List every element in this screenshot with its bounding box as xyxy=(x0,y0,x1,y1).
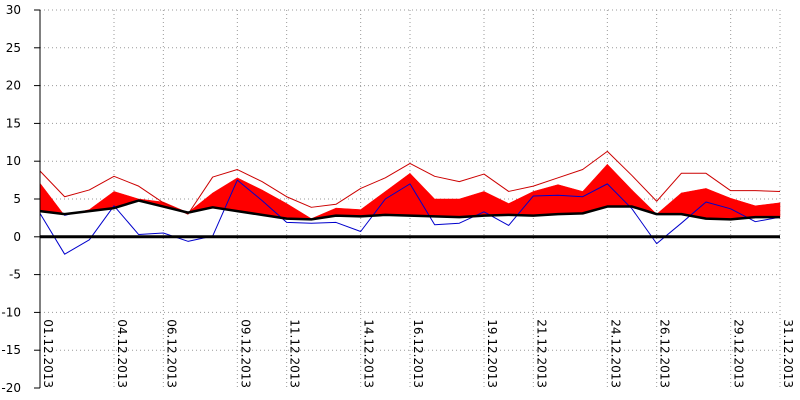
min-line xyxy=(39,179,781,255)
x-tick-label: 11.12.2013 xyxy=(288,319,302,388)
x-tick-label: 04.12.2013 xyxy=(115,319,129,388)
x-tick-label: 21.12.2013 xyxy=(534,319,548,388)
y-tick-label: 30 xyxy=(6,3,21,17)
x-tick-labels: 01.12.2013 04.12.2013 06.12.2013 09.12.2013… xyxy=(41,319,795,388)
y-tick-label: -20 xyxy=(1,381,21,395)
y-tick-label: 20 xyxy=(6,79,21,93)
axes xyxy=(34,9,780,389)
y-tick-label: 5 xyxy=(13,192,21,206)
y-tick-label: -5 xyxy=(9,268,21,282)
y-tick-label: -10 xyxy=(1,305,21,319)
x-tick-label: 16.12.2013 xyxy=(411,319,425,388)
x-tick-label: 14.12.2013 xyxy=(362,319,376,388)
y-tick-labels: 30 25 20 15 10 5 0 -5 -10 -15 -20 xyxy=(1,3,21,395)
x-tick-label: 29.12.2013 xyxy=(732,319,746,388)
max-line xyxy=(39,150,781,215)
x-tick-label: 09.12.2013 xyxy=(238,319,252,388)
series-lines xyxy=(39,150,781,255)
x-tick-label: 06.12.2013 xyxy=(164,319,178,388)
y-tick-label: 15 xyxy=(6,116,21,130)
reference-line xyxy=(39,199,780,221)
x-tick-label: 31.12.2013 xyxy=(781,319,795,388)
x-tick-label: 01.12.2013 xyxy=(41,319,55,388)
y-tick-label: 25 xyxy=(6,41,21,55)
y-tick-label: 10 xyxy=(6,154,21,168)
x-tick-label: 26.12.2013 xyxy=(658,319,672,388)
above-area xyxy=(434,198,460,218)
x-tick-label: 24.12.2013 xyxy=(608,319,622,388)
areas xyxy=(39,163,781,220)
y-tick-label: -15 xyxy=(1,343,21,357)
x-tick-label: 19.12.2013 xyxy=(485,319,499,388)
y-tick-label: 0 xyxy=(13,230,21,244)
